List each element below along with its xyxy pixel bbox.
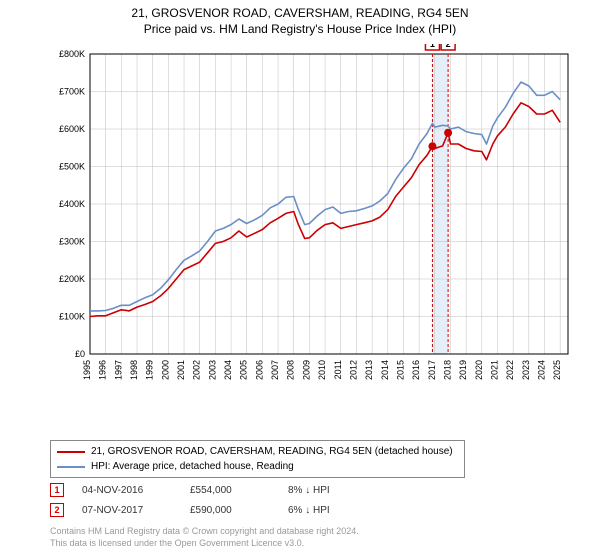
markers-table: 1 04-NOV-2016 £554,000 8% ↓ HPI 2 07-NOV… xyxy=(50,480,368,520)
legend-box: 21, GROSVENOR ROAD, CAVERSHAM, READING, … xyxy=(50,440,465,478)
legend-row-hpi: HPI: Average price, detached house, Read… xyxy=(57,459,458,474)
svg-text:2013: 2013 xyxy=(364,360,374,380)
marker-badge-1: 1 xyxy=(50,483,64,497)
svg-text:2005: 2005 xyxy=(239,360,249,380)
svg-text:2000: 2000 xyxy=(160,360,170,380)
marker-date-1: 04-NOV-2016 xyxy=(82,485,172,496)
svg-text:2006: 2006 xyxy=(254,360,264,380)
svg-text:2014: 2014 xyxy=(380,360,390,380)
svg-text:2019: 2019 xyxy=(458,360,468,380)
svg-text:2007: 2007 xyxy=(270,360,280,380)
svg-text:£700K: £700K xyxy=(59,87,85,97)
svg-text:1999: 1999 xyxy=(145,360,155,380)
svg-text:2: 2 xyxy=(446,44,451,49)
marker-badge-2: 2 xyxy=(50,503,64,517)
legend-swatch-hpi xyxy=(57,466,85,468)
legend-row-property: 21, GROSVENOR ROAD, CAVERSHAM, READING, … xyxy=(57,444,458,459)
svg-text:2016: 2016 xyxy=(411,360,421,380)
marker-row-2: 2 07-NOV-2017 £590,000 6% ↓ HPI xyxy=(50,500,368,520)
footer-line1: Contains HM Land Registry data © Crown c… xyxy=(50,526,359,538)
svg-text:£500K: £500K xyxy=(59,162,85,172)
svg-text:2024: 2024 xyxy=(536,360,546,380)
marker-row-1: 1 04-NOV-2016 £554,000 8% ↓ HPI xyxy=(50,480,368,500)
svg-text:£400K: £400K xyxy=(59,199,85,209)
svg-text:2001: 2001 xyxy=(176,360,186,380)
svg-text:1997: 1997 xyxy=(113,360,123,380)
svg-text:2011: 2011 xyxy=(333,360,343,379)
marker-date-2: 07-NOV-2017 xyxy=(82,505,172,516)
svg-text:£300K: £300K xyxy=(59,237,85,247)
svg-text:2018: 2018 xyxy=(442,360,452,380)
svg-text:2009: 2009 xyxy=(301,360,311,380)
chart-title-block: 21, GROSVENOR ROAD, CAVERSHAM, READING, … xyxy=(0,0,600,37)
svg-text:2020: 2020 xyxy=(474,360,484,380)
svg-text:1996: 1996 xyxy=(98,360,108,380)
svg-text:2021: 2021 xyxy=(489,360,499,380)
chart-area: £0 £100K £200K £300K £400K £500K £600K £700K £80… xyxy=(50,44,580,399)
svg-text:2012: 2012 xyxy=(348,360,358,380)
svg-text:2022: 2022 xyxy=(505,360,515,380)
marker-price-2: £590,000 xyxy=(190,505,270,516)
svg-text:2017: 2017 xyxy=(427,360,437,380)
svg-text:2004: 2004 xyxy=(223,360,233,380)
svg-text:2002: 2002 xyxy=(192,360,202,380)
title-line1: 21, GROSVENOR ROAD, CAVERSHAM, READING, … xyxy=(0,6,600,22)
svg-text:1998: 1998 xyxy=(129,360,139,380)
marker-pct-1: 8% ↓ HPI xyxy=(288,485,368,496)
legend-swatch-property xyxy=(57,451,85,453)
footer-note: Contains HM Land Registry data © Crown c… xyxy=(50,526,359,549)
svg-text:1995: 1995 xyxy=(82,360,92,380)
title-line2: Price paid vs. HM Land Registry's House … xyxy=(0,22,600,38)
line-chart-svg: £0 £100K £200K £300K £400K £500K £600K £700K £80… xyxy=(50,44,580,399)
svg-text:£600K: £600K xyxy=(59,124,85,134)
svg-text:2023: 2023 xyxy=(521,360,531,380)
svg-text:£800K: £800K xyxy=(59,49,85,59)
svg-text:£100K: £100K xyxy=(59,312,85,322)
marker-price-1: £554,000 xyxy=(190,485,270,496)
legend-label-hpi: HPI: Average price, detached house, Read… xyxy=(91,459,294,474)
footer-line2: This data is licensed under the Open Gov… xyxy=(50,538,359,550)
marker-pct-2: 6% ↓ HPI xyxy=(288,505,368,516)
svg-text:2015: 2015 xyxy=(395,360,405,380)
svg-text:2008: 2008 xyxy=(286,360,296,380)
svg-text:2010: 2010 xyxy=(317,360,327,380)
svg-text:£200K: £200K xyxy=(59,274,85,284)
svg-text:£0: £0 xyxy=(75,349,85,359)
svg-text:2003: 2003 xyxy=(207,360,217,380)
legend-label-property: 21, GROSVENOR ROAD, CAVERSHAM, READING, … xyxy=(91,444,453,459)
svg-text:2025: 2025 xyxy=(552,360,562,380)
svg-text:1: 1 xyxy=(430,44,435,49)
